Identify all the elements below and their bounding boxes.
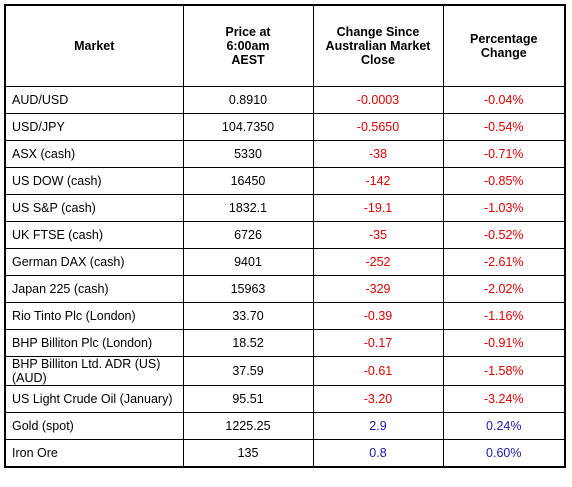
value-cell: -2.61% xyxy=(442,248,566,276)
table-row: US S&P (cash) 1832.1 -19.1 -1.03% xyxy=(4,194,566,222)
value-cell: 5330 xyxy=(182,140,314,168)
market-name: US Light Crude Oil (January) xyxy=(4,385,184,413)
table-row: German DAX (cash) 9401 -252 -2.61% xyxy=(4,248,566,276)
table-row: AUD/USD 0.8910 -0.0003 -0.04% xyxy=(4,86,566,114)
value-cell: -0.85% xyxy=(442,167,566,195)
table-row: Gold (spot) 1225.25 2.9 0.24% xyxy=(4,412,566,440)
header-cell: Change Since Australian Market Close xyxy=(312,4,444,87)
header-row: Market Price at 6:00am AEST Change Since A… xyxy=(4,4,566,87)
value-cell: -0.54% xyxy=(442,113,566,141)
value-cell: -3.24% xyxy=(442,385,566,413)
value-cell: -0.52% xyxy=(442,221,566,249)
value-cell: 18.52 xyxy=(182,329,314,357)
table-row: US Light Crude Oil (January) 95.51 -3.20 -3… xyxy=(4,385,566,413)
market-name: US DOW (cash) xyxy=(4,167,184,195)
value-cell: -1.03% xyxy=(442,194,566,222)
value-cell: -329 xyxy=(312,275,444,303)
value-cell: -3.20 xyxy=(312,385,444,413)
market-name: ASX (cash) xyxy=(4,140,184,168)
table-body: AUD/USD 0.8910 -0.0003 -0.04% USD/JPY 104.735… xyxy=(4,86,566,468)
value-cell: 0.24% xyxy=(442,412,566,440)
value-cell: -0.39 xyxy=(312,302,444,330)
table-row: US DOW (cash) 16450 -142 -0.85% xyxy=(4,167,566,195)
market-name: German DAX (cash) xyxy=(4,248,184,276)
table-row: ASX (cash) 5330 -38 -0.71% xyxy=(4,140,566,168)
table-row: UK FTSE (cash) 6726 -35 -0.52% xyxy=(4,221,566,249)
value-cell: -0.91% xyxy=(442,329,566,357)
value-cell: 0.60% xyxy=(442,439,566,468)
value-cell: -1.16% xyxy=(442,302,566,330)
value-cell: 37.59 xyxy=(182,356,314,386)
market-name: Iron Ore xyxy=(4,439,184,468)
value-cell: -2.02% xyxy=(442,275,566,303)
market-name: USD/JPY xyxy=(4,113,184,141)
market-name: US S&P (cash) xyxy=(4,194,184,222)
market-name: BHP Billiton Plc (London) xyxy=(4,329,184,357)
value-cell: -0.61 xyxy=(312,356,444,386)
value-cell: -38 xyxy=(312,140,444,168)
value-cell: -0.04% xyxy=(442,86,566,114)
table-row: BHP Billiton Plc (London) 18.52 -0.17 -0.91… xyxy=(4,329,566,357)
market-name: BHP Billiton Ltd. ADR (US) (AUD) xyxy=(4,356,184,386)
market-name: Japan 225 (cash) xyxy=(4,275,184,303)
value-cell: 0.8 xyxy=(312,439,444,468)
value-cell: 1225.25 xyxy=(182,412,314,440)
header-cell: Price at 6:00am AEST xyxy=(182,4,314,87)
value-cell: -0.5650 xyxy=(312,113,444,141)
value-cell: -252 xyxy=(312,248,444,276)
market-name: Gold (spot) xyxy=(4,412,184,440)
value-cell: -142 xyxy=(312,167,444,195)
table-row: Iron Ore 135 0.8 0.60% xyxy=(4,439,566,468)
value-cell: 95.51 xyxy=(182,385,314,413)
value-cell: -0.0003 xyxy=(312,86,444,114)
value-cell: -35 xyxy=(312,221,444,249)
table-row: Japan 225 (cash) 15963 -329 -2.02% xyxy=(4,275,566,303)
market-table: Market Price at 6:00am AEST Change Since A… xyxy=(4,4,566,468)
value-cell: 33.70 xyxy=(182,302,314,330)
value-cell: -19.1 xyxy=(312,194,444,222)
value-cell: 0.8910 xyxy=(182,86,314,114)
market-name: Rio Tinto Plc (London) xyxy=(4,302,184,330)
table-row: Rio Tinto Plc (London) 33.70 -0.39 -1.16% xyxy=(4,302,566,330)
value-cell: 104.7350 xyxy=(182,113,314,141)
value-cell: -1.58% xyxy=(442,356,566,386)
header-cell: Market xyxy=(4,4,184,87)
value-cell: -0.71% xyxy=(442,140,566,168)
table-row: BHP Billiton Ltd. ADR (US) (AUD) 37.59 -0.… xyxy=(4,356,566,386)
value-cell: 6726 xyxy=(182,221,314,249)
value-cell: 16450 xyxy=(182,167,314,195)
value-cell: 2.9 xyxy=(312,412,444,440)
value-cell: -0.17 xyxy=(312,329,444,357)
value-cell: 1832.1 xyxy=(182,194,314,222)
value-cell: 15963 xyxy=(182,275,314,303)
value-cell: 9401 xyxy=(182,248,314,276)
header-cell: Percentage Change xyxy=(442,4,566,87)
market-name: AUD/USD xyxy=(4,86,184,114)
value-cell: 135 xyxy=(182,439,314,468)
table-row: USD/JPY 104.7350 -0.5650 -0.54% xyxy=(4,113,566,141)
market-name: UK FTSE (cash) xyxy=(4,221,184,249)
